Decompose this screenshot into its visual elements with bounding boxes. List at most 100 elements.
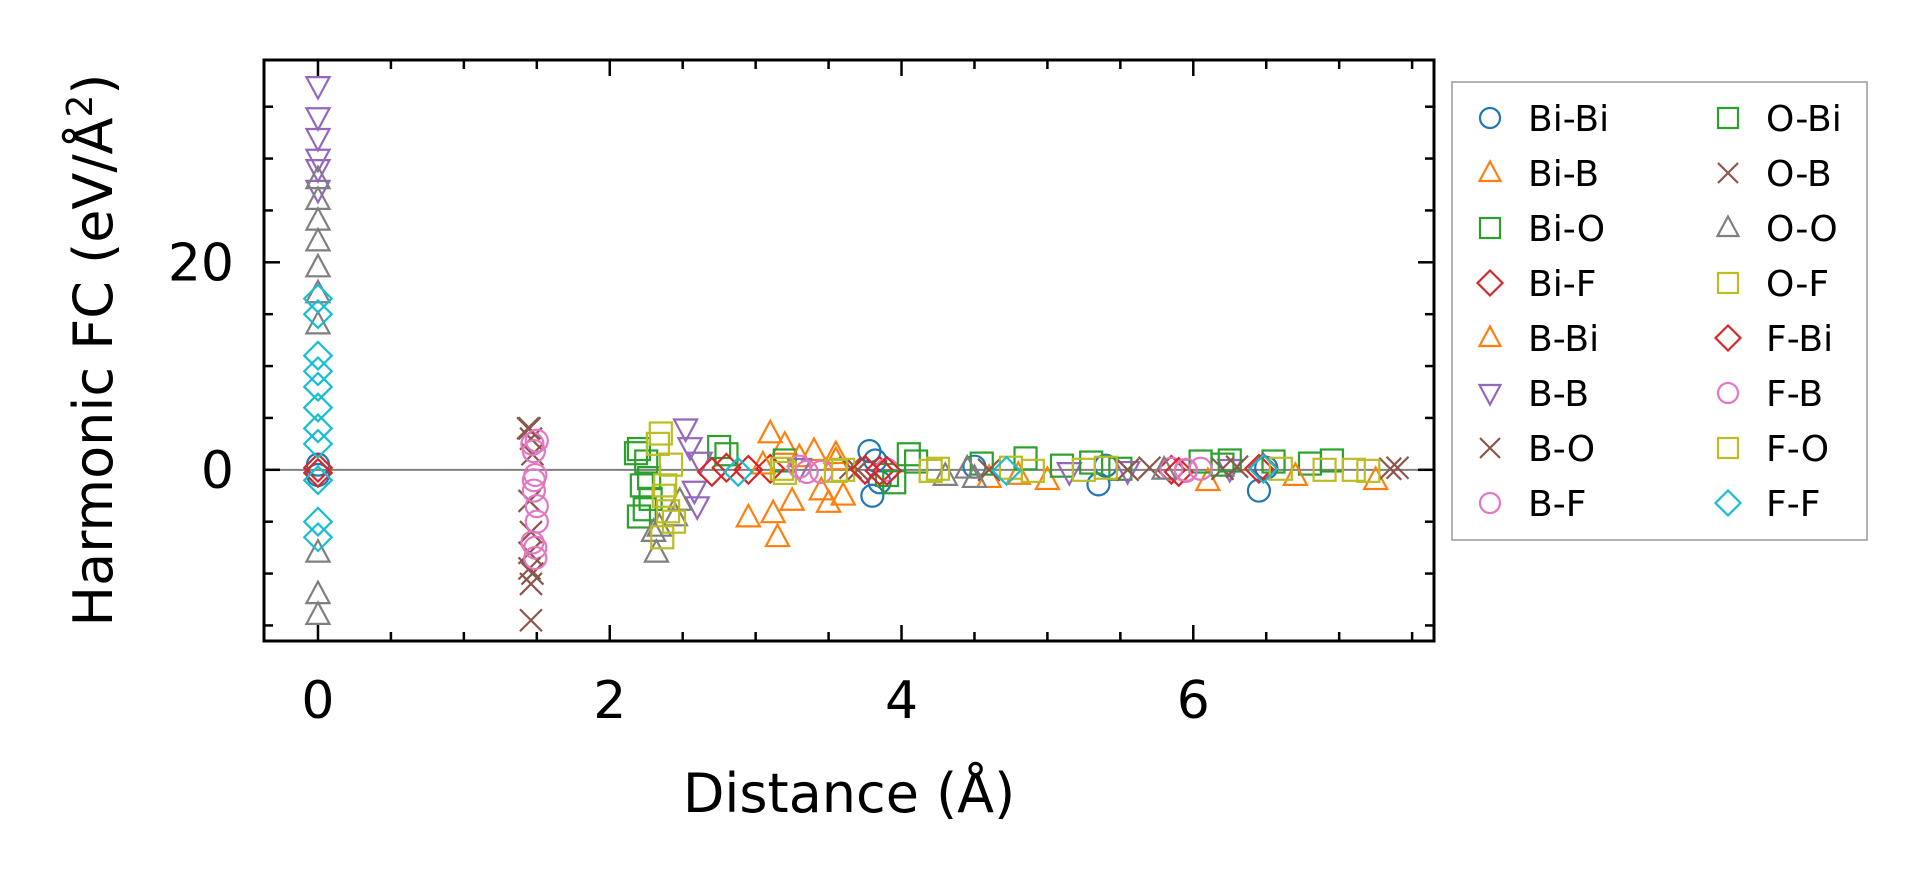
legend-marker [1716,271,1740,295]
legend-label: O-O [1766,209,1838,250]
legend-label: F-F [1766,484,1820,525]
data-point [524,428,549,453]
legend-entry: F-O [1716,429,1829,470]
data-point [304,159,332,184]
data-point [643,537,670,563]
data-point [302,521,334,553]
data-point [1114,460,1142,486]
data-point [1385,455,1410,480]
legend-label: B-F [1528,484,1586,525]
data-point [759,498,787,524]
y-tick-label: 0 [201,441,234,501]
legend-entry: B-O [1479,429,1595,470]
data-point [1188,449,1213,474]
data-point [1210,456,1235,481]
x-axis-label: Distance (Å) [683,761,1015,825]
legend-entry: B-F [1478,484,1586,525]
data-point [823,458,848,483]
legend-marker [1717,162,1739,184]
legend-marker [1477,159,1503,183]
data-point [1108,456,1133,481]
ticks-layer [264,60,1434,641]
data-point [733,454,764,486]
data-point [302,506,334,537]
data-point [524,494,549,519]
data-point [931,461,959,486]
data-point [871,455,903,487]
data-point [521,468,546,493]
data-point [519,572,543,596]
data-point [707,434,732,460]
data-point [696,456,728,488]
legend-entry: B-B [1477,374,1589,415]
data-point [520,530,545,555]
data-point [662,501,689,527]
plot-frame [262,58,1436,643]
points-layer [302,76,1410,633]
data-point [302,298,334,330]
series-b-f [520,431,1199,560]
data-point [302,283,334,314]
data-point [302,413,334,444]
data-point [302,355,334,387]
data-point [1093,455,1118,480]
data-point [1156,454,1187,486]
legend-entry: F-B [1716,374,1823,415]
data-point [1115,458,1140,482]
data-point [771,429,799,455]
data-point [1188,456,1213,481]
y-tick-label: 20 [168,233,234,293]
data-point [304,600,332,625]
data-point [1137,455,1162,480]
legend-label: O-Bi [1766,99,1842,140]
data-point [860,483,885,508]
data-point [651,483,676,508]
data-point [632,497,657,522]
data-point [807,475,835,501]
data-point [1378,456,1403,481]
legend-label: F-B [1766,374,1823,415]
legend-marker [1478,106,1502,130]
data-point [756,418,784,444]
legend-entry: O-B [1717,154,1832,195]
data-point [645,431,670,456]
data-point [714,442,739,467]
data-point [637,466,662,491]
data-point [786,442,813,468]
legend-label: Bi-Bi [1528,99,1609,140]
data-point [991,455,1022,487]
legend-marker [1478,491,1502,515]
data-point [304,76,332,101]
data-point [925,456,951,481]
x-tick-label: 2 [593,671,626,731]
legend-entry: Bi-B [1477,154,1599,195]
data-point [1341,457,1366,482]
legend-marker [1715,214,1741,238]
data-point [1312,457,1337,482]
data-point [521,478,546,503]
data-point [672,418,700,444]
data-point [800,436,828,462]
data-point [1356,458,1381,483]
legend-entry: F-Bi [1713,319,1833,360]
legend-entry: O-Bi [1716,99,1842,140]
legend-entry: O-O [1715,209,1838,250]
data-point [302,464,334,496]
data-point [749,449,777,475]
data-point [896,442,921,467]
legend-label: F-Bi [1766,319,1833,360]
legend-marker [1477,383,1503,407]
data-point [304,537,332,563]
legend-entry: B-Bi [1477,319,1599,360]
data-point [874,457,900,482]
data-point [1248,453,1279,485]
data-point [918,458,943,483]
legend-marker [1713,488,1743,518]
series-f-o [645,431,1366,534]
data-point [778,485,806,511]
data-point [1013,446,1038,471]
y-axis-label: Harmonic FC (eV/Å2) [60,74,125,627]
legend-marker [1478,216,1502,240]
x-tick-label: 0 [301,671,334,731]
